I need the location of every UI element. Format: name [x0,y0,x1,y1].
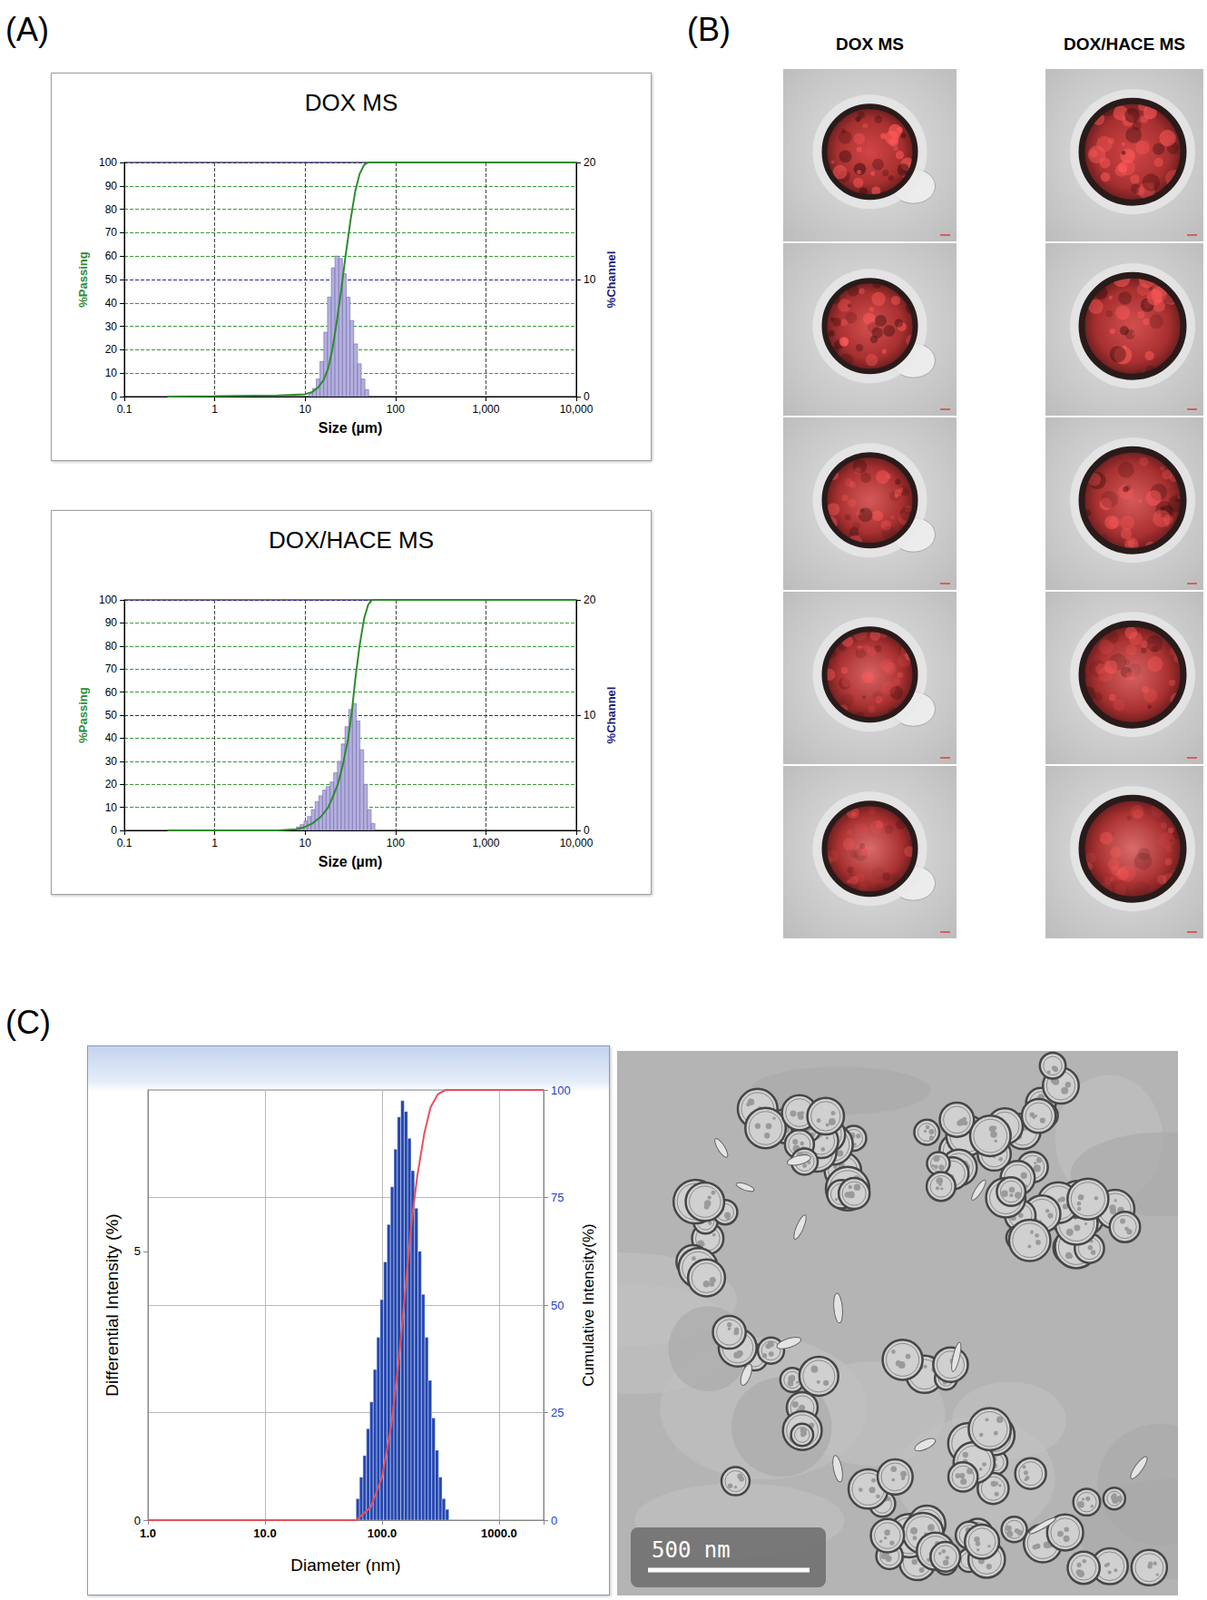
svg-text:1000.0: 1000.0 [480,1526,518,1541]
svg-text:50: 50 [550,1298,564,1313]
svg-text:1: 1 [211,836,218,850]
svg-text:10: 10 [299,402,313,416]
svg-text:10,000: 10,000 [559,402,594,416]
svg-text:10,000: 10,000 [559,836,594,850]
svg-text:50: 50 [105,273,118,286]
svg-text:80: 80 [105,639,118,653]
html-text:DOX/HACE MS: DOX/HACE MS [1063,34,1186,54]
svg-text:100: 100 [98,593,118,607]
svg-text:1,000: 1,000 [471,402,500,416]
svg-text:30: 30 [105,320,118,334]
svg-text:Cumulative Intensity(%): Cumulative Intensity(%) [579,1223,598,1387]
svg-text:40: 40 [105,296,118,310]
svg-text:1,000: 1,000 [471,836,500,850]
svg-text:0: 0 [583,824,590,837]
svg-text:0: 0 [583,390,590,403]
svg-text:100: 100 [550,1083,571,1098]
svg-text:10: 10 [105,801,118,815]
svg-text:0.1: 0.1 [117,836,133,850]
svg-text:70: 70 [105,662,118,676]
svg-text:%Channel: %Channel [604,251,619,309]
svg-text:30: 30 [105,755,118,768]
svg-text:20: 20 [583,593,597,607]
svg-text:60: 60 [105,686,118,699]
svg-text:5: 5 [134,1244,141,1258]
svg-text:1.0: 1.0 [139,1526,157,1541]
svg-text:DOX MS: DOX MS [304,88,399,117]
svg-text:20: 20 [105,777,118,791]
svg-text:0: 0 [110,390,118,403]
svg-text:75: 75 [550,1190,564,1205]
svg-text:20: 20 [583,156,597,169]
svg-text:DOX/HACE MS: DOX/HACE MS [268,526,434,554]
svg-text:100.0: 100.0 [367,1526,398,1541]
svg-text:Differential Intensity (%): Differential Intensity (%) [102,1213,122,1396]
svg-text:0: 0 [110,824,118,837]
svg-text:60: 60 [105,249,118,263]
svg-text:Size (µm): Size (µm) [318,853,383,870]
svg-text:10: 10 [583,708,597,722]
svg-text:10: 10 [299,836,313,850]
svg-text:0: 0 [550,1513,558,1528]
svg-text:90: 90 [105,616,118,629]
svg-text:Diameter (nm): Diameter (nm) [290,1555,401,1575]
svg-text:0: 0 [134,1513,141,1528]
html-text:(B): (B) [686,10,731,49]
svg-text:100: 100 [386,836,405,850]
svg-text:50: 50 [105,708,118,722]
svg-text:40: 40 [105,731,118,745]
svg-text:25: 25 [550,1405,564,1420]
svg-text:80: 80 [105,203,118,216]
svg-text:90: 90 [105,179,118,193]
svg-text:10.0: 10.0 [253,1526,276,1541]
html-text:(A): (A) [5,10,50,49]
svg-text:70: 70 [105,225,118,239]
svg-text:10: 10 [105,366,118,380]
svg-text:100: 100 [386,402,405,416]
svg-text:20: 20 [105,343,118,356]
svg-text:%Passing: %Passing [76,686,90,743]
svg-text:%Channel: %Channel [604,686,619,745]
svg-text:%Passing: %Passing [76,251,90,307]
svg-text:1: 1 [211,402,218,416]
svg-text:Size (µm): Size (µm) [318,420,383,436]
svg-text:500 nm: 500 nm [651,1537,731,1563]
svg-text:100: 100 [98,156,118,169]
html-text:DOX MS: DOX MS [835,34,904,54]
svg-text:10: 10 [583,273,597,286]
svg-text:0.1: 0.1 [117,402,133,416]
html-text:(C): (C) [5,1003,51,1041]
